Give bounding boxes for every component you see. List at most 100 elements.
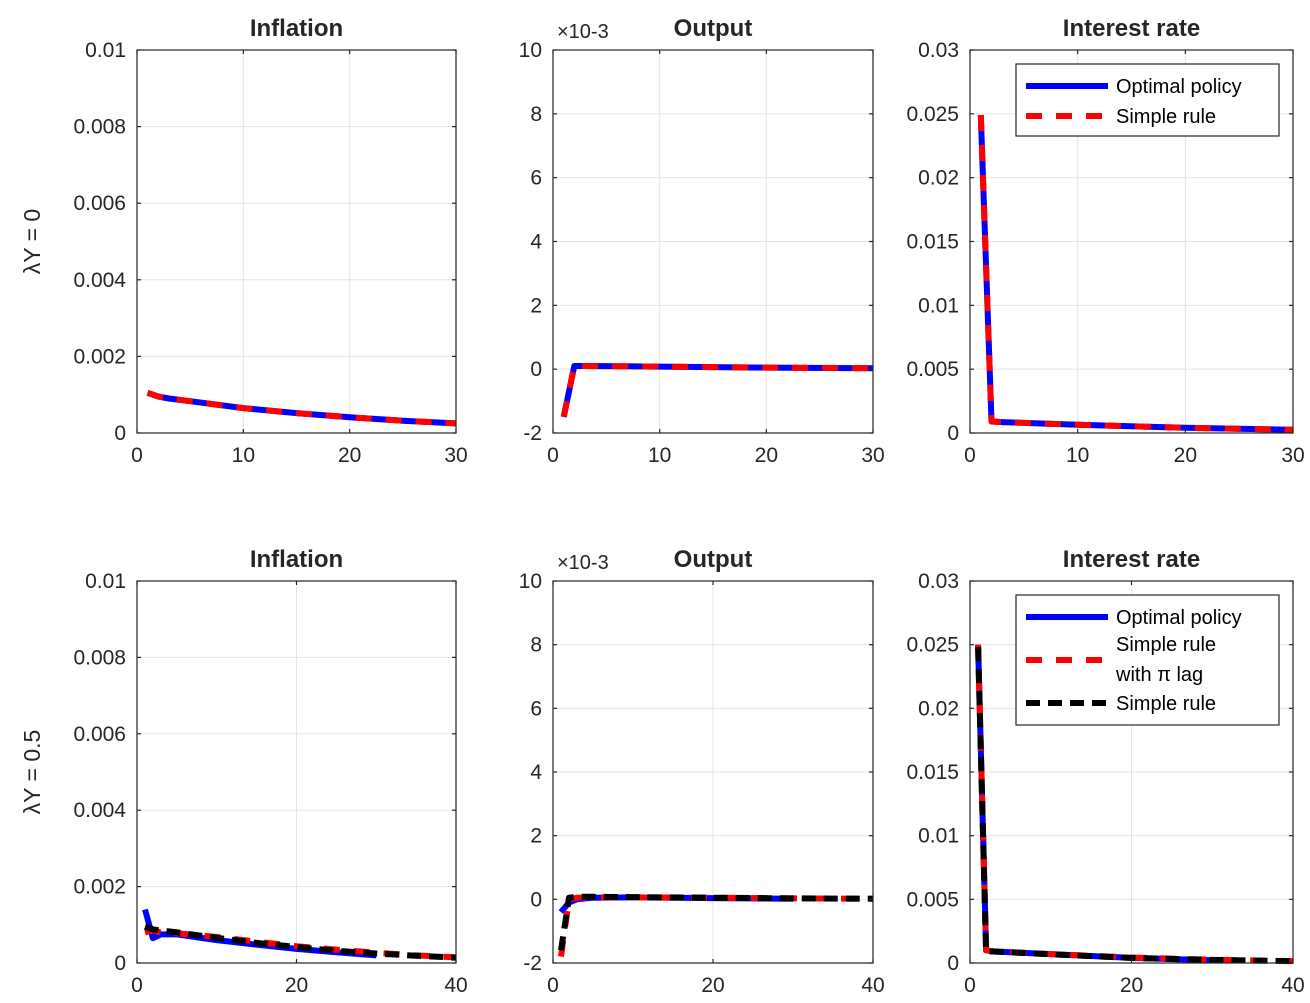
row-label: λY = 0.5 (19, 730, 45, 815)
x-tick-label: 10 (648, 444, 671, 467)
x-tick-label: 0 (547, 974, 559, 997)
legend-label: Simple rule (1116, 634, 1216, 656)
x-tick-label: 20 (701, 974, 724, 997)
y-tick-label: 0.004 (73, 799, 126, 822)
subplot-1-1: 0 10 20 30 0 0.002 0.004 0.006 0.008 0.01 Inflatio… (19, 15, 468, 467)
y-tick-label: 4 (530, 231, 542, 254)
legend-label: Optimal policy (1116, 607, 1242, 629)
legend-box (1015, 63, 1280, 137)
y-tick-label: 0.02 (918, 167, 959, 190)
y-tick-label: 8 (530, 103, 542, 126)
y-tick-label: 0 (947, 422, 959, 445)
subplot-title: Inflation (250, 546, 343, 573)
x-tick-label: 20 (1120, 974, 1143, 997)
x-tick-label: 30 (1281, 444, 1304, 467)
x-tick-label: 30 (444, 444, 467, 467)
y-exponent-label: ×10-3 (557, 552, 609, 574)
x-tick-label: 10 (232, 444, 255, 467)
y-tick-label: 0.002 (73, 345, 126, 368)
subplot-2-1: 0 20 40 0 0.002 0.004 0.006 0.008 0.01 Inflation λ… (19, 546, 468, 997)
x-tick-label: 40 (861, 974, 884, 997)
x-tick-label: 0 (131, 974, 143, 997)
y-tick-label: 0.008 (73, 646, 126, 669)
x-tick-label: 0 (131, 444, 143, 467)
y-tick-label: 2 (530, 294, 542, 317)
legend-label: Optimal policy (1116, 76, 1242, 98)
series-group (560, 363, 873, 418)
y-tick-label: 4 (530, 761, 542, 784)
y-tick-label: 0.002 (73, 876, 126, 899)
y-tick-label: 0 (114, 952, 126, 975)
series-line-simple-black (144, 923, 456, 961)
y-tick-label: 10 (519, 39, 542, 62)
y-tick-label: -2 (523, 422, 542, 445)
y-tick-label: 0.01 (85, 39, 126, 62)
y-tick-label: 2 (530, 825, 542, 848)
y-tick-label: 0 (947, 952, 959, 975)
legend: Optimal policy Simple rule with π lag Simpl… (1015, 594, 1280, 726)
y-tick-label: 0.008 (73, 116, 126, 139)
y-tick-label: -2 (523, 952, 542, 975)
y-exponent-label: ×10-3 (557, 21, 609, 43)
y-tick-label: 0.03 (918, 39, 959, 62)
x-tick-label: 20 (338, 444, 361, 467)
series-group (975, 644, 1293, 965)
x-tick-label: 20 (1174, 444, 1197, 467)
legend: Optimal policy Simple rule (1015, 63, 1280, 137)
y-tick-label: 0 (530, 358, 542, 381)
y-tick-label: 10 (519, 570, 542, 593)
subplot-1-3: 0 10 20 30 0 0.005 0.01 0.015 0.02 0.025 0.03 Inter… (906, 15, 1304, 467)
axes-box (136, 49, 457, 434)
y-tick-label: 0 (530, 888, 542, 911)
plot-area (137, 50, 456, 433)
y-tick-label: 0.02 (918, 697, 959, 720)
series-group (146, 389, 456, 427)
subplot-2-3: 0 20 40 0 0.005 0.01 0.015 0.02 0.025 0.03 Interes… (906, 546, 1304, 997)
y-tick-label: 0.006 (73, 192, 126, 215)
y-tick-label: 0.03 (918, 570, 959, 593)
y-tick-label: 6 (530, 167, 542, 190)
x-tick-label: 0 (964, 974, 976, 997)
y-tick-label: 0.005 (906, 888, 959, 911)
y-tick-label: 0.006 (73, 723, 126, 746)
subplot-title: Inflation (250, 15, 343, 42)
subplot-title: Output (674, 546, 753, 573)
x-tick-label: 20 (755, 444, 778, 467)
x-tick-label: 10 (1066, 444, 1089, 467)
y-tick-label: 0.005 (906, 358, 959, 381)
x-tick-label: 0 (964, 444, 976, 467)
row-label: λY = 0 (19, 209, 45, 274)
series-line-simple-lag (975, 644, 1293, 965)
y-tick-label: 0.025 (906, 634, 959, 657)
x-tick-label: 40 (1281, 974, 1304, 997)
y-tick-label: 0 (114, 422, 126, 445)
y-tick-label: 0.01 (918, 825, 959, 848)
y-tick-label: 0.025 (906, 103, 959, 126)
y-tick-label: 6 (530, 697, 542, 720)
x-tick-label: 30 (861, 444, 884, 467)
series-line-simple (977, 114, 1293, 433)
legend-label: Simple rule (1116, 106, 1216, 128)
x-tick-label: 0 (547, 444, 559, 467)
y-tick-label: 0.004 (73, 269, 126, 292)
series-group (558, 893, 873, 958)
series-line-simple-black (558, 893, 873, 951)
subplot-title: Interest rate (1063, 15, 1200, 42)
series-line-simple-black (975, 647, 1293, 965)
series-line-simple (146, 389, 456, 427)
x-tick-label: 40 (444, 974, 467, 997)
series-group (977, 114, 1293, 433)
x-tick-label: 20 (285, 974, 308, 997)
legend-label: with π lag (1115, 664, 1203, 686)
subplot-title: Interest rate (1063, 546, 1200, 573)
series-line-simple (560, 363, 873, 418)
y-tick-label: 0.01 (918, 294, 959, 317)
y-tick-label: 0.01 (85, 570, 126, 593)
subplot-title: Output (674, 15, 753, 42)
y-tick-label: 0.015 (906, 761, 959, 784)
legend-label: Simple rule (1116, 693, 1216, 715)
y-tick-label: 8 (530, 634, 542, 657)
